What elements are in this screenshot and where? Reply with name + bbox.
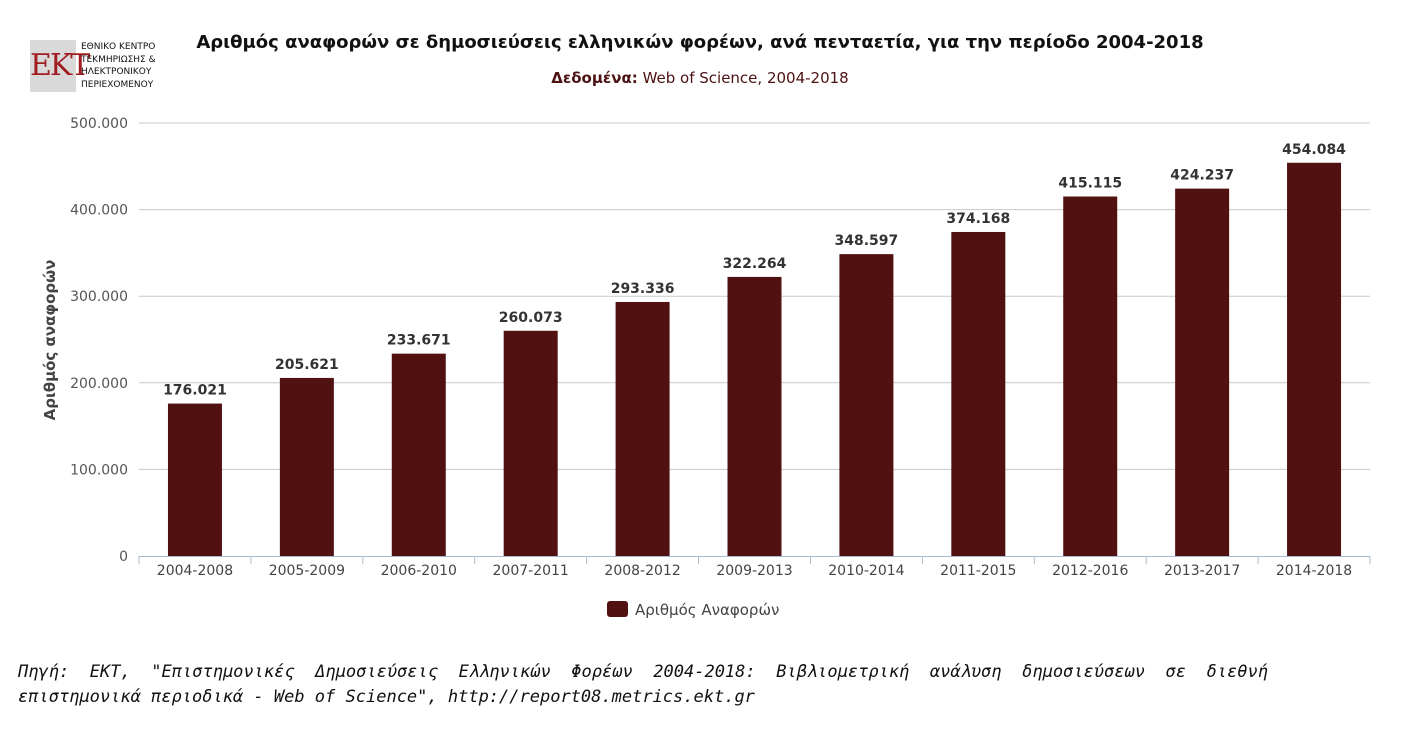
data-label: 233.671 <box>387 333 451 349</box>
data-label: 260.073 <box>499 310 563 326</box>
bar <box>1063 196 1118 556</box>
data-label: 176.021 <box>163 383 227 399</box>
y-tick-label: 100.000 <box>70 462 128 478</box>
chart-subtitle: Δεδομένα: Web of Science, 2004-2018 <box>0 69 1400 87</box>
data-label: 454.084 <box>1282 142 1346 158</box>
x-tick-label: 2014-2018 <box>1276 563 1352 579</box>
data-label: 293.336 <box>611 281 675 297</box>
bar <box>839 254 894 557</box>
y-axis-label: Αριθμός αναφορών <box>41 260 59 421</box>
x-tick-label: 2006-2010 <box>381 563 457 579</box>
bar <box>727 276 782 556</box>
data-label: 424.237 <box>1170 168 1234 184</box>
legend-label: Αριθμός Αναφορών <box>635 601 779 619</box>
source-footnote: Πηγή: ΕΚΤ, "Επιστημονικές Δημοσιεύσεις Ε… <box>18 662 1268 707</box>
data-label: 322.264 <box>723 256 787 272</box>
x-tick-label: 2007-2011 <box>493 563 569 579</box>
x-tick-label: 2011-2015 <box>940 563 1016 579</box>
logo-line: ΠΕΡΙΕΧΟΜΕΝΟΥ <box>81 79 154 90</box>
data-label: 205.621 <box>275 357 339 373</box>
bar <box>951 231 1006 556</box>
bar <box>1175 188 1230 556</box>
x-tick-label: 2009-2013 <box>716 563 792 579</box>
y-tick-label: 0 <box>119 549 128 565</box>
x-tick-label: 2005-2009 <box>269 563 345 579</box>
subtitle-label: Δεδομένα: <box>551 69 638 87</box>
data-label: 374.168 <box>946 211 1010 227</box>
x-tick-label: 2008-2012 <box>604 563 680 579</box>
x-tick-label: 2012-2016 <box>1052 563 1128 579</box>
x-tick-label: 2010-2014 <box>828 563 904 579</box>
subtitle-value: Web of Science, 2004-2018 <box>642 69 849 87</box>
bar <box>1287 162 1342 557</box>
logo-line: ΕΘΝΙΚΟ ΚΕΝΤΡΟ <box>81 42 156 52</box>
y-tick-label: 200.000 <box>70 376 128 392</box>
bar <box>167 403 222 556</box>
y-tick-label: 400.000 <box>70 203 128 219</box>
legend-swatch <box>607 601 628 617</box>
bar <box>279 377 334 556</box>
y-tick-label: 300.000 <box>70 289 128 305</box>
data-label: 415.115 <box>1058 176 1122 192</box>
bar <box>391 353 446 556</box>
chart-title: Αριθμός αναφορών σε δημοσιεύσεις ελληνικ… <box>196 32 1204 53</box>
data-label: 348.597 <box>835 233 899 249</box>
logo-line: ΗΛΕΚΤΡΟΝΙΚΟΥ <box>81 67 152 77</box>
ekt-logo: ΕΚΤ ΕΘΝΙΚΟ ΚΕΝΤΡΟ ΤΕΚΜΗΡΙΩΣΗΣ & ΗΛΕΚΤΡΟΝ… <box>30 38 190 96</box>
x-tick-label: 2004-2008 <box>157 563 233 579</box>
ekt-logo-text: ΕΘΝΙΚΟ ΚΕΝΤΡΟ ΤΕΚΜΗΡΙΩΣΗΣ & ΗΛΕΚΤΡΟΝΙΚΟΥ… <box>81 41 156 91</box>
bar <box>615 301 670 556</box>
y-tick-label: 500.000 <box>70 116 128 132</box>
bar-chart: 0 100.000 200.000 300.000 400.000 500.000 176.… <box>41 116 1371 619</box>
x-tick-label: 2013-2017 <box>1164 563 1240 579</box>
logo-line: ΤΕΚΜΗΡΙΩΣΗΣ & <box>81 54 156 65</box>
bar <box>503 330 558 556</box>
